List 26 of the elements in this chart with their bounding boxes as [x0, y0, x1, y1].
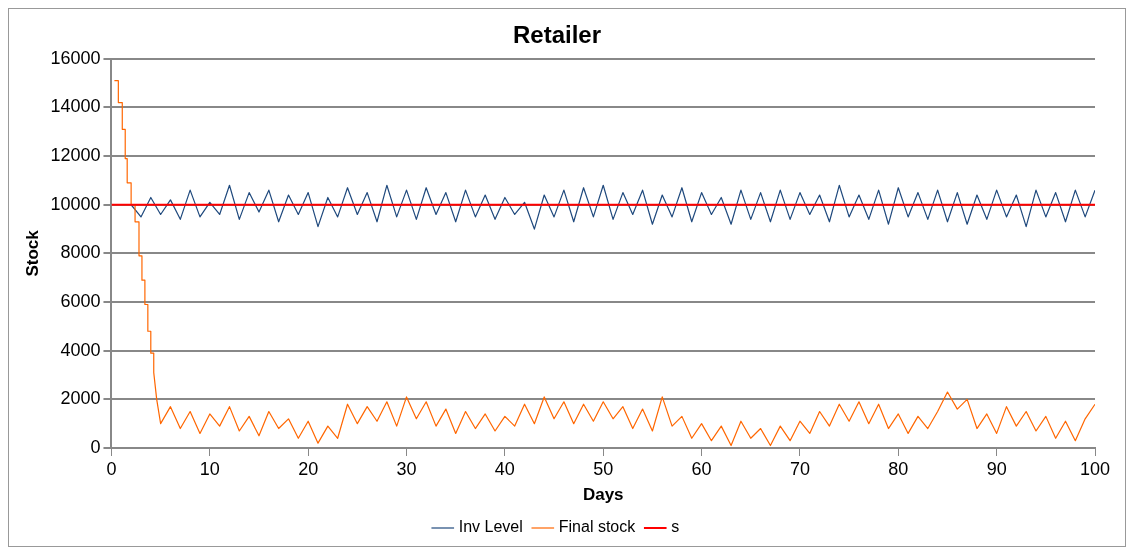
x-axis-title: Days	[582, 485, 624, 505]
y-tick-label: 14000	[50, 96, 101, 117]
x-tick-label: 100	[1079, 458, 1111, 479]
y-tick-label: 2000	[60, 388, 101, 409]
x-tick-label: 90	[986, 458, 1007, 479]
x-tick-label: 60	[691, 458, 712, 479]
y-tick-label: 10000	[50, 193, 101, 214]
y-tick-label: 16000	[50, 47, 101, 68]
y-tick-label: 0	[90, 436, 101, 457]
x-tick-label: 70	[789, 458, 810, 479]
y-tick-label: 12000	[50, 145, 101, 166]
x-tick-label: 10	[199, 458, 220, 479]
legend-label: s	[671, 518, 680, 536]
legend-label: Inv Level	[458, 518, 523, 536]
y-tick-label: 6000	[60, 291, 101, 312]
x-tick-label: 0	[106, 458, 117, 479]
legend-label: Final stock	[558, 518, 637, 536]
chart-title: Retailer	[512, 21, 602, 49]
x-tick-label: 80	[888, 458, 909, 479]
y-axis-title: Stock	[22, 229, 42, 277]
y-tick-label: 4000	[60, 339, 101, 360]
x-tick-label: 20	[298, 458, 319, 479]
x-tick-label: 40	[494, 458, 515, 479]
y-tick-label: 8000	[60, 242, 101, 263]
x-tick-label: 30	[396, 458, 417, 479]
x-tick-label: 50	[593, 458, 614, 479]
